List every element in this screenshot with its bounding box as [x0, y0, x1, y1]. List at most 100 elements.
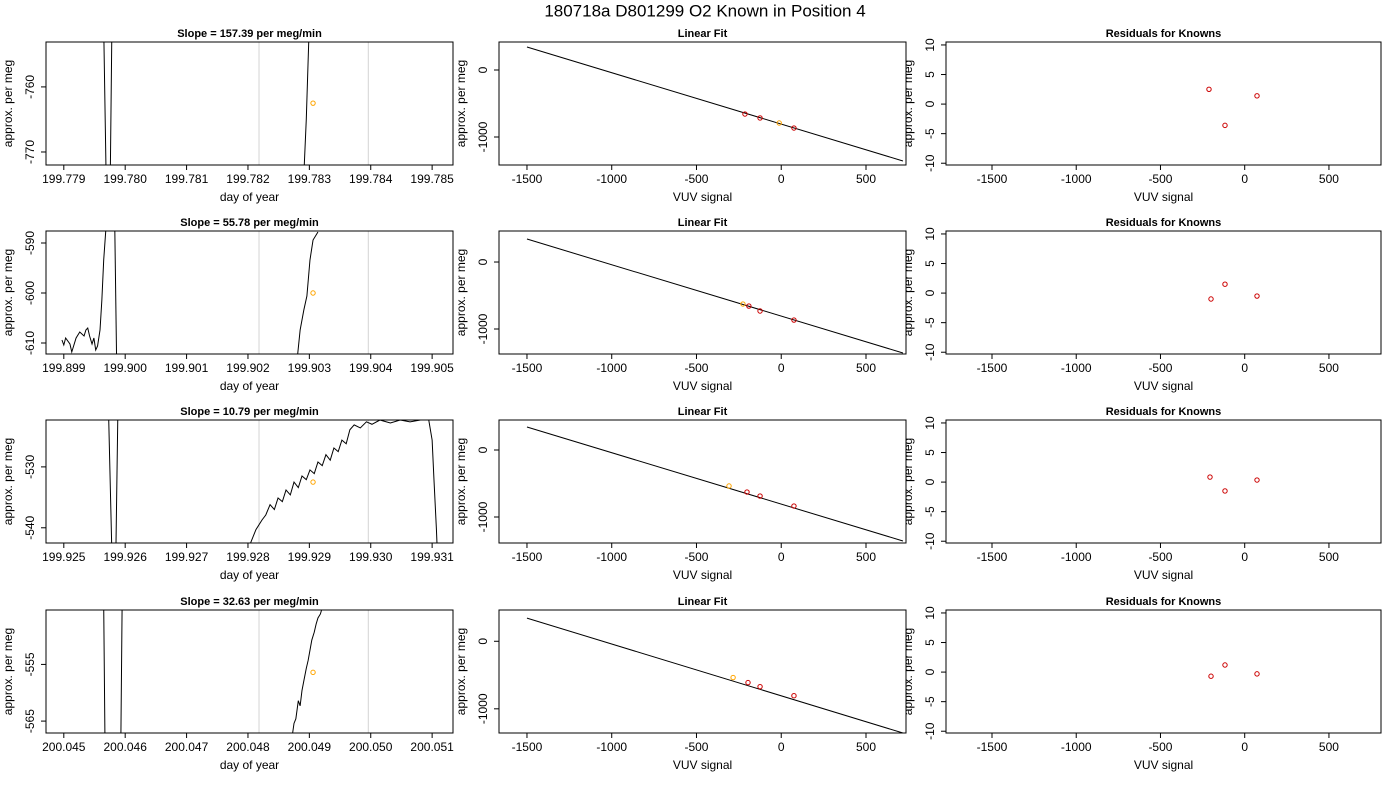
panel-title: Linear Fit — [678, 217, 728, 229]
x-tick-label: 0 — [778, 361, 785, 375]
point — [1254, 671, 1260, 677]
x-tick-label: -1500 — [512, 740, 543, 754]
x-tick-label: 500 — [856, 172, 876, 186]
y-axis-label: approx. per meg — [1, 249, 15, 336]
panel-title: Linear Fit — [678, 406, 728, 418]
point — [791, 125, 797, 131]
x-tick-label: 199.901 — [165, 361, 209, 375]
y-tick-label: 0 — [476, 66, 490, 73]
x-tick-label: 199.930 — [349, 550, 393, 564]
point — [791, 503, 797, 509]
plot-frame — [45, 419, 454, 544]
y-axis-label: approx. per meg — [901, 60, 915, 147]
x-tick-label: -1000 — [596, 550, 627, 564]
y-tick-label: -1000 — [476, 501, 490, 532]
trace-line — [526, 426, 904, 542]
point — [1222, 488, 1228, 494]
point — [745, 679, 751, 686]
point — [791, 317, 797, 323]
x-tick-label: -1000 — [596, 172, 627, 186]
point — [1254, 293, 1260, 299]
point — [1254, 93, 1260, 99]
y-tick-label: -565 — [23, 709, 37, 733]
x-tick-label: 199.785 — [410, 172, 454, 186]
panel-title: Linear Fit — [678, 28, 728, 40]
point — [757, 308, 763, 314]
x-tick-label: 200.049 — [288, 740, 332, 754]
panel-title: Residuals for Knowns — [1106, 406, 1222, 418]
plot-frame — [945, 419, 1382, 544]
y-tick-label: 10 — [923, 227, 937, 241]
x-tick-label: 0 — [778, 172, 785, 186]
x-tick-label: 200.045 — [42, 740, 86, 754]
plot-frame — [498, 419, 907, 544]
x-tick-label: -1500 — [977, 550, 1008, 564]
x-axis-label: day of year — [220, 190, 279, 204]
y-tick-label: -600 — [23, 281, 37, 305]
plot-area — [1206, 86, 1260, 129]
plot-area — [108, 420, 438, 543]
point — [1207, 474, 1213, 480]
x-tick-label: 199.931 — [410, 550, 454, 564]
x-tick-label: 500 — [856, 740, 876, 754]
y-axis-label: approx. per meg — [1, 60, 15, 147]
x-tick-label: -1500 — [512, 550, 543, 564]
x-tick-label: 199.905 — [410, 361, 454, 375]
point — [742, 111, 748, 117]
panel-title: Slope = 157.39 per meg/min — [177, 28, 322, 40]
x-axis-label: VUV signal — [673, 190, 732, 204]
x-tick-label: 199.784 — [349, 172, 393, 186]
x-tick-label: -500 — [684, 361, 708, 375]
plot-frame — [945, 230, 1382, 355]
x-tick-label: 199.927 — [165, 550, 209, 564]
point — [1222, 662, 1228, 668]
point — [1254, 477, 1260, 483]
y-tick-label: -10 — [923, 154, 937, 172]
y-axis-label: approx. per meg — [454, 438, 468, 525]
y-tick-label: 0 — [923, 289, 937, 296]
y-tick-label: 5 — [923, 639, 937, 646]
x-tick-label: 199.925 — [42, 550, 86, 564]
plot-area — [526, 46, 904, 162]
point — [740, 301, 746, 307]
y-tick-label: -5 — [923, 506, 937, 517]
x-tick-label: -1500 — [512, 361, 543, 375]
trace-line — [526, 238, 904, 354]
y-tick-label: -10 — [923, 722, 937, 740]
y-axis-label: approx. per meg — [454, 628, 468, 715]
plot-frame — [45, 41, 454, 166]
y-tick-label: -1000 — [476, 121, 490, 152]
trace-line — [61, 231, 319, 354]
y-tick-label: 0 — [923, 478, 937, 485]
x-tick-label: -500 — [684, 740, 708, 754]
x-tick-label: -1500 — [977, 740, 1008, 754]
y-tick-label: -770 — [23, 140, 37, 164]
plot-frame — [45, 230, 454, 355]
x-tick-label: 199.779 — [42, 172, 86, 186]
x-tick-label: 199.781 — [165, 172, 209, 186]
x-tick-label: 500 — [1319, 740, 1339, 754]
x-tick-label: 0 — [1241, 550, 1248, 564]
y-tick-label: 0 — [476, 638, 490, 645]
panel-title: Slope = 32.63 per meg/min — [180, 596, 319, 608]
y-tick-label: -555 — [23, 652, 37, 676]
point — [1222, 122, 1228, 129]
panel-title: Residuals for Knowns — [1106, 28, 1222, 40]
plot-area — [526, 426, 904, 542]
point — [1222, 281, 1228, 287]
x-tick-label: 0 — [1241, 361, 1248, 375]
y-axis-label: approx. per meg — [1, 628, 15, 715]
x-axis-label: VUV signal — [673, 379, 732, 393]
x-tick-label: -1500 — [977, 361, 1008, 375]
y-tick-label: 10 — [923, 416, 937, 430]
x-tick-label: 199.780 — [103, 172, 147, 186]
trace-line — [108, 420, 438, 543]
plot-area — [103, 610, 369, 733]
x-tick-label: 500 — [1319, 361, 1339, 375]
y-axis-label: approx. per meg — [901, 628, 915, 715]
y-tick-label: -530 — [23, 455, 37, 479]
y-tick-label: 5 — [923, 449, 937, 456]
panel-title: Linear Fit — [678, 596, 728, 608]
x-axis-label: VUV signal — [673, 758, 732, 772]
